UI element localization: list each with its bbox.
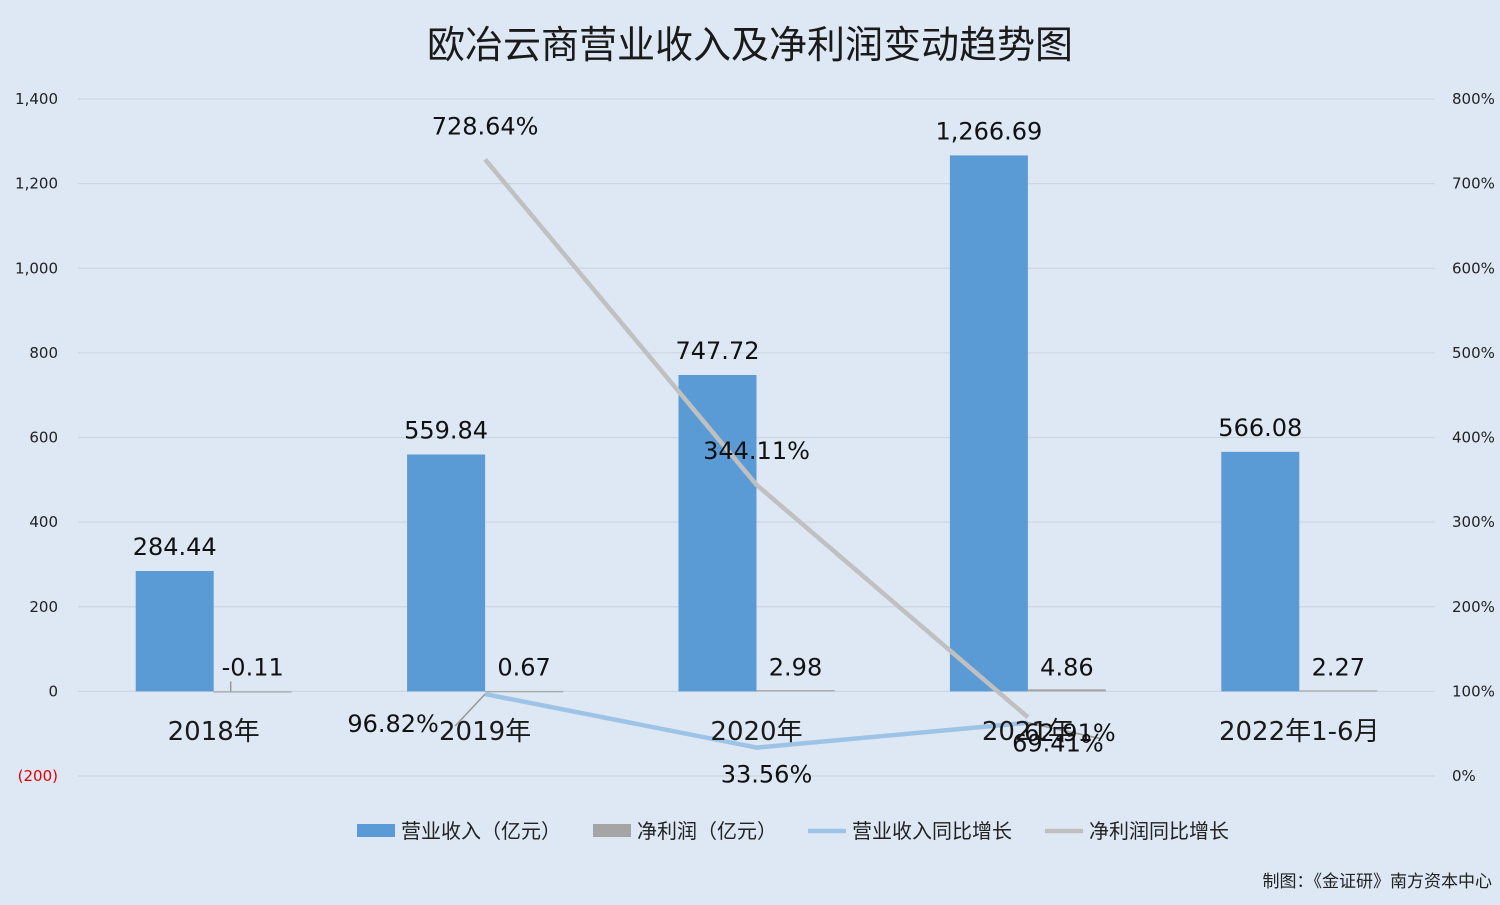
legend-label: 营业收入同比增长 xyxy=(852,819,1012,843)
revenue-data-label: 559.84 xyxy=(404,416,488,444)
net-profit-bar xyxy=(1027,689,1106,692)
category-label: 2018年 xyxy=(168,717,260,747)
revenue-growth-line xyxy=(484,691,1029,750)
left-tick-label: 1,000 xyxy=(15,259,58,277)
right-axis-ticks: 800% 700% 600% 500% 400% 300% 200% 100% 0% xyxy=(1452,90,1495,785)
leader-line xyxy=(454,693,486,727)
revenue-bar xyxy=(135,571,214,692)
right-tick-label: 400% xyxy=(1452,429,1495,447)
right-tick-label: 300% xyxy=(1452,513,1495,531)
left-tick-label: 800 xyxy=(29,344,58,362)
left-tick-label: 400 xyxy=(29,513,58,531)
left-tick-label: 600 xyxy=(29,429,58,447)
net-profit-growth-label: 728.64% xyxy=(432,112,539,140)
net-profit-growth-label: 344.11% xyxy=(703,437,810,465)
revenue-data-label: 566.08 xyxy=(1218,414,1302,442)
right-tick-label: 0% xyxy=(1452,767,1476,785)
category-labels-layer: 2018年 2019年 2020年 2021年 2022年1-6月 xyxy=(168,717,1380,747)
left-axis-ticks: 1,400 1,200 1,000 800 600 400 200 0 (200) xyxy=(15,90,58,785)
left-tick-label: 1,400 xyxy=(15,90,58,108)
right-tick-label: 800% xyxy=(1452,90,1495,108)
category-label: 2022年1-6月 xyxy=(1219,717,1380,747)
bars-layer xyxy=(135,155,1378,693)
net-profit-data-label: 2.98 xyxy=(769,653,822,681)
source-note: 制图：《金证研》南方资本中心 xyxy=(1263,872,1493,892)
revenue-growth-label: 33.56% xyxy=(721,761,813,789)
net-profit-bar xyxy=(485,691,564,693)
net-profit-growth-label: 69.41% xyxy=(1012,729,1104,757)
revenue-bar xyxy=(949,155,1028,692)
revenue-bar xyxy=(407,454,486,692)
leader-line xyxy=(1027,722,1102,740)
net-profit-bar xyxy=(1299,690,1378,692)
net-profit-bar xyxy=(213,691,292,693)
right-tick-label: 600% xyxy=(1452,259,1495,277)
left-tick-label: 1,200 xyxy=(15,175,58,193)
revenue-growth-label: 96.82% xyxy=(347,710,439,738)
revenue-bar xyxy=(678,374,757,692)
revenue-data-label: 1,266.69 xyxy=(935,117,1042,145)
category-label: 2019年 xyxy=(439,717,531,747)
left-tick-label: 200 xyxy=(29,598,58,616)
left-tick-label: (200) xyxy=(18,767,58,785)
lines-layer xyxy=(483,157,1030,750)
right-tick-label: 200% xyxy=(1452,598,1495,616)
category-label: 2021年 xyxy=(982,717,1074,747)
legend-label: 净利润同比增长 xyxy=(1089,819,1229,843)
legend-label: 营业收入（亿元） xyxy=(401,819,561,843)
net-profit-growth-line xyxy=(483,157,1030,719)
data-labels-layer: 284.44 559.84 747.72 1,266.69 566.08 -0.11 0.6… xyxy=(133,112,1365,788)
net-profit-data-label: 4.86 xyxy=(1040,653,1093,681)
right-tick-label: 700% xyxy=(1452,175,1495,193)
legend: 营业收入（亿元） 净利润（亿元） 营业收入同比增长 净利润同比增长 xyxy=(357,819,1229,843)
right-tick-label: 100% xyxy=(1452,682,1495,700)
category-label: 2020年 xyxy=(710,717,802,747)
net-profit-bar xyxy=(756,690,835,692)
net-profit-data-label: 0.67 xyxy=(497,653,550,681)
right-tick-label: 500% xyxy=(1452,344,1495,362)
net-profit-data-label: -0.11 xyxy=(222,653,284,681)
legend-swatch xyxy=(357,824,395,837)
revenue-growth-label: 62.91% xyxy=(1024,719,1116,747)
revenue-data-label: 284.44 xyxy=(133,533,217,561)
revenue-bar xyxy=(1221,451,1300,692)
chart-title: 欧冶云商营业收入及净利润变动趋势图 xyxy=(427,23,1073,67)
legend-label: 净利润（亿元） xyxy=(637,819,777,843)
revenue-data-label: 747.72 xyxy=(676,337,760,365)
net-profit-data-label: 2.27 xyxy=(1312,653,1365,681)
legend-swatch xyxy=(593,824,631,837)
left-tick-label: 0 xyxy=(48,682,58,700)
